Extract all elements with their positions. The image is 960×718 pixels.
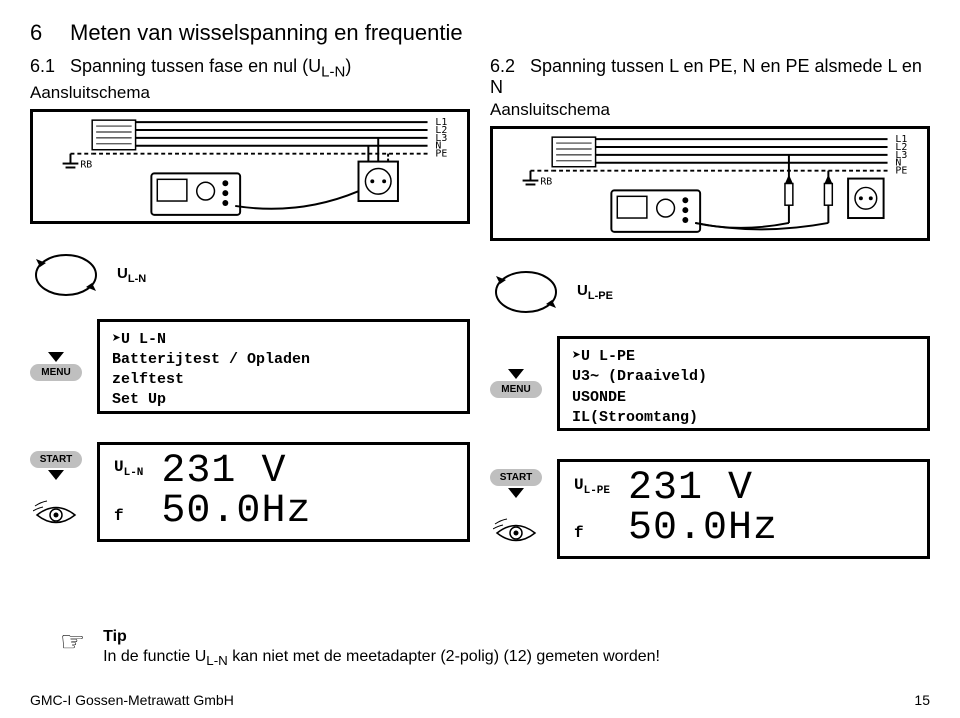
svg-text:RB: RB (540, 176, 552, 187)
result-val2: 50.0Hz (161, 492, 311, 532)
left-column: 6.1Spanning tussen fase en nul (UL-N) Aa… (30, 56, 470, 559)
rotary-dial-icon (30, 249, 102, 301)
menu-line-4: Set Up (112, 390, 455, 410)
start-button-label: START (30, 451, 82, 468)
result-val1: 231 V (628, 469, 778, 509)
result-var2: f (574, 524, 610, 542)
menu-button-label: MENU (490, 381, 542, 398)
right-column: 6.2Spanning tussen L en PE, N en PE alsm… (490, 56, 930, 559)
result-val1: 231 V (161, 452, 311, 492)
heading-number: 6 (30, 20, 70, 46)
rb-label: RB (80, 159, 92, 170)
rotary-dial-icon (490, 266, 562, 318)
right-schema-label: Aansluitschema (490, 100, 930, 120)
menu-line-3: zelftest (112, 370, 455, 390)
menu-button[interactable]: MENU (490, 369, 542, 398)
result-var1: UL-PE (574, 476, 610, 497)
svg-text:PE: PE (895, 166, 907, 177)
menu-display: ➤U L-N Batterijtest / Opladen zelftest S… (97, 319, 470, 414)
wire-pe: PE (435, 148, 447, 159)
dial-label: UL-N (117, 265, 146, 285)
main-heading: 6Meten van wisselspanning en frequentie (30, 20, 930, 46)
start-button[interactable]: START (30, 451, 82, 480)
chevron-down-icon (508, 369, 524, 379)
tip-block: ☞ Tip In de functie UL-N kan niet met de… (60, 628, 660, 668)
menu-button[interactable]: MENU (30, 352, 82, 381)
start-button-label: START (490, 469, 542, 486)
chevron-down-icon (48, 470, 64, 480)
heading-title: Meten van wisselspanning en frequentie (70, 20, 463, 45)
page-footer: GMC-I Gossen-Metrawatt GmbH 15 (30, 692, 930, 708)
result-display: UL-N f 231 V 50.0Hz (97, 442, 470, 542)
eye-icon (493, 516, 539, 550)
menu-line-1: ➤U L-PE (572, 347, 915, 367)
result-var1: UL-N (114, 458, 143, 479)
left-subheading: 6.1Spanning tussen fase en nul (UL-N) (30, 56, 470, 81)
right-sub-title: Spanning tussen L en PE, N en PE alsmede… (490, 56, 922, 97)
menu-button-label: MENU (30, 364, 82, 381)
right-sub-number: 6.2 (490, 56, 530, 77)
menu-line-4: IL(Stroomtang) (572, 408, 915, 428)
result-val2: 50.0Hz (628, 509, 778, 549)
left-sub-title: Spanning tussen fase en nul (U (70, 56, 321, 76)
chevron-down-icon (508, 488, 524, 498)
right-subheading: 6.2Spanning tussen L en PE, N en PE alsm… (490, 56, 930, 98)
chevron-down-icon (48, 352, 64, 362)
left-schematic: L1 L2 L3 N PE RB (30, 109, 470, 224)
left-sub-title-end: ) (345, 56, 351, 76)
tip-body: In de functie UL-N kan niet met de meeta… (103, 648, 660, 668)
dial-label: UL-PE (577, 282, 613, 302)
tip-title: Tip (103, 628, 660, 646)
menu-line-2: Batterijtest / Opladen (112, 350, 455, 370)
menu-display: ➤U L-PE U3∼ (Draaiveld) USONDE IL(Stroom… (557, 336, 930, 431)
start-button[interactable]: START (490, 469, 542, 498)
result-display: UL-PE f 231 V 50.0Hz (557, 459, 930, 559)
left-schema-label: Aansluitschema (30, 83, 470, 103)
menu-line-2: U3∼ (Draaiveld) (572, 367, 915, 387)
left-sub-number: 6.1 (30, 56, 70, 77)
pointing-hand-icon: ☞ (60, 628, 85, 668)
menu-line-1: ➤U L-N (112, 330, 455, 350)
eye-icon (33, 498, 79, 532)
footer-page: 15 (914, 692, 930, 708)
menu-line-3: USONDE (572, 388, 915, 408)
left-sub-title-sub: L-N (321, 64, 345, 81)
right-schematic: L1 L2 L3 N PE RB (490, 126, 930, 241)
result-var2: f (114, 507, 143, 525)
footer-company: GMC-I Gossen-Metrawatt GmbH (30, 692, 234, 708)
